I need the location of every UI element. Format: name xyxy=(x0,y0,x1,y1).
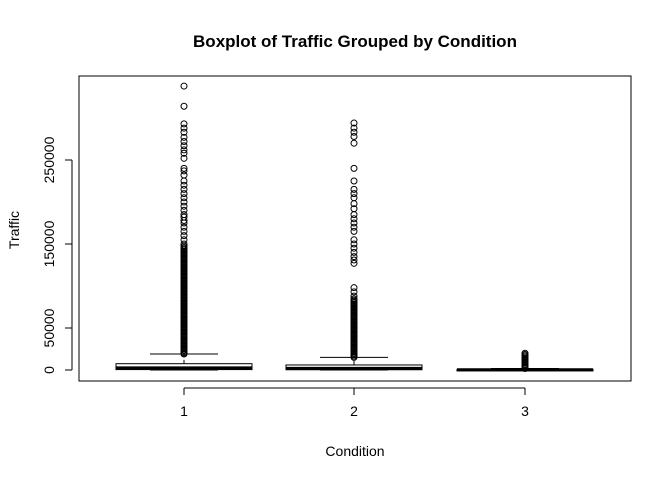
outlier-point xyxy=(180,190,188,198)
outlier-point xyxy=(180,202,188,210)
outlier-point xyxy=(350,248,358,256)
outlier-point xyxy=(350,194,358,202)
outlier-point xyxy=(180,236,188,244)
outlier-point xyxy=(350,139,358,147)
outlier-point xyxy=(180,149,188,157)
x-tick-label: 2 xyxy=(350,403,358,419)
outlier-point xyxy=(180,82,188,90)
outlier-point xyxy=(180,223,188,231)
outlier-point xyxy=(180,102,188,110)
box-group-1 xyxy=(115,82,253,371)
outlier-point xyxy=(350,211,358,219)
x-tick-label: 3 xyxy=(521,403,529,419)
outlier-point xyxy=(180,120,188,128)
plot-group xyxy=(115,82,594,372)
outlier-point xyxy=(180,198,188,206)
outlier-point xyxy=(180,138,188,146)
outlier-point xyxy=(350,227,358,235)
outlier-point xyxy=(180,133,188,141)
outlier-point xyxy=(350,223,358,231)
outlier-point xyxy=(180,194,188,202)
outlier-point xyxy=(350,256,358,264)
outlier-point xyxy=(350,288,358,296)
x-axis-label: Condition xyxy=(325,443,384,459)
outlier-point xyxy=(180,232,188,240)
outlier-point xyxy=(350,292,358,300)
x-tick-label: 1 xyxy=(180,403,188,419)
outlier-point xyxy=(180,177,188,185)
outlier-point xyxy=(350,244,358,252)
outlier-point xyxy=(350,124,358,132)
y-tick-label: 0 xyxy=(41,366,57,374)
outlier-point xyxy=(180,227,188,235)
y-tick-label: 250000 xyxy=(41,136,57,183)
box-group-2 xyxy=(285,119,423,371)
outlier-point xyxy=(350,236,358,244)
outlier-point xyxy=(180,164,188,172)
y-tick-label: 150000 xyxy=(41,220,57,267)
outlier-point xyxy=(350,219,358,227)
y-tick-label: 50000 xyxy=(41,308,57,347)
outlier-point xyxy=(350,215,358,223)
outlier-point xyxy=(180,181,188,189)
outlier-point xyxy=(350,205,358,213)
box-group-3 xyxy=(456,349,594,372)
outlier-point xyxy=(350,128,358,136)
outlier-point xyxy=(180,154,188,162)
outlier-point xyxy=(350,132,358,140)
outlier-point xyxy=(180,167,188,175)
outlier-point xyxy=(350,253,358,261)
outlier-point xyxy=(180,206,188,214)
outlier-point xyxy=(350,177,358,185)
chart-title: Boxplot of Traffic Grouped by Condition xyxy=(193,32,517,51)
outlier-point xyxy=(350,119,358,127)
outlier-point xyxy=(350,185,358,193)
outlier-point xyxy=(350,295,358,303)
plot-frame xyxy=(78,75,632,382)
outlier-point xyxy=(180,146,188,154)
outlier-point xyxy=(180,211,188,219)
outlier-point xyxy=(180,213,188,221)
outlier-point xyxy=(350,259,358,267)
axes-group: 0 50000 150000 250000 1 2 3 xyxy=(41,136,529,419)
outlier-point xyxy=(180,124,188,132)
outlier-point xyxy=(180,128,188,136)
y-axis-label: Traffic xyxy=(6,211,22,249)
outlier-point xyxy=(350,284,358,292)
outlier-point xyxy=(350,190,358,198)
outlier-point xyxy=(180,142,188,150)
outlier-point xyxy=(350,164,358,172)
outlier-point xyxy=(350,240,358,248)
outlier-point xyxy=(521,349,529,357)
outlier-point xyxy=(180,171,188,179)
outlier-point xyxy=(180,185,188,193)
outlier-point xyxy=(180,240,188,248)
